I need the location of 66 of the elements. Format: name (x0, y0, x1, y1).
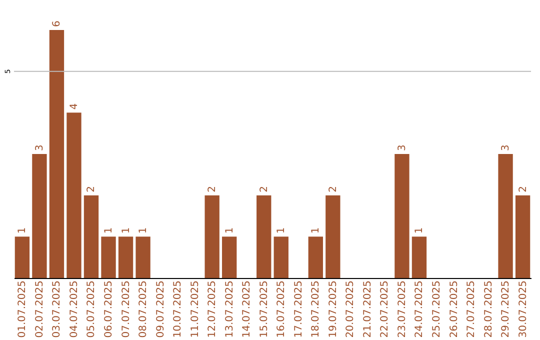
bar (256, 195, 272, 278)
x-tick-label: 25.07.2025 (431, 280, 442, 338)
data-label: 1 (17, 227, 28, 234)
x-tick-label: 08.07.2025 (138, 280, 150, 338)
x-tick-label: 17.07.2025 (293, 280, 304, 338)
data-label: 1 (104, 227, 115, 234)
data-label: 1 (414, 227, 426, 234)
data-label: 4 (68, 103, 80, 110)
bar (515, 195, 530, 278)
data-label: 1 (138, 227, 150, 234)
x-tick-label: 01.07.2025 (17, 280, 28, 338)
x-tick-label: 20.07.2025 (345, 280, 356, 338)
x-tick-label: 11.07.2025 (190, 280, 201, 338)
x-tick-label: 27.07.2025 (466, 280, 478, 338)
x-tick-label: 24.07.2025 (414, 280, 426, 338)
bar (222, 236, 237, 278)
x-tick-label: 07.07.2025 (120, 280, 132, 338)
bar (326, 195, 340, 278)
data-label: 3 (34, 144, 46, 151)
x-tick-label: 19.07.2025 (328, 280, 339, 338)
bar (498, 154, 513, 278)
x-tick-label: 04.07.2025 (68, 280, 80, 338)
x-tick-label: 13.07.2025 (224, 280, 236, 338)
data-label: 3 (396, 144, 408, 151)
bar (412, 236, 427, 278)
x-tick-label: 06.07.2025 (104, 280, 115, 338)
data-label: 2 (207, 186, 218, 192)
x-tick-label: 16.07.2025 (276, 280, 288, 338)
data-label: 3 (500, 144, 512, 151)
bar (101, 236, 116, 278)
bar (14, 236, 30, 278)
bar (308, 236, 323, 278)
x-tick-label: 26.07.2025 (448, 280, 460, 338)
x-tick-label: 14.07.2025 (242, 280, 253, 338)
x-tick-label: 02.07.2025 (34, 280, 46, 338)
x-tick-label: 03.07.2025 (52, 280, 63, 338)
data-label: 2 (86, 186, 98, 192)
x-tick-label: 18.07.2025 (310, 280, 322, 338)
x-tick-label: 22.07.2025 (380, 280, 391, 338)
bar (66, 112, 82, 278)
x-tick-label: 21.07.2025 (362, 280, 374, 338)
x-tick-label: 12.07.2025 (207, 280, 218, 338)
data-label: 1 (120, 227, 132, 234)
bar (204, 195, 220, 278)
x-tick-label: 05.07.2025 (86, 280, 98, 338)
bar (118, 236, 134, 278)
data-label: 1 (224, 227, 236, 234)
data-label: 1 (276, 227, 288, 234)
data-label: 6 (52, 20, 63, 27)
bar (274, 236, 288, 278)
bar (49, 30, 64, 278)
x-tick-label: 15.07.2025 (258, 280, 270, 338)
bar (32, 154, 47, 278)
bar (394, 154, 410, 278)
data-label: 1 (310, 227, 322, 234)
x-tick-label: 23.07.2025 (396, 280, 408, 338)
x-tick-label: 28.07.2025 (483, 280, 494, 338)
x-tick-label: 10.07.2025 (172, 280, 184, 338)
x-tick-label: 30.07.2025 (518, 280, 529, 338)
data-label: 2 (328, 186, 339, 192)
x-tick-label: 29.07.2025 (500, 280, 512, 338)
x-tick-label: 09.07.2025 (155, 280, 166, 338)
data-label: 2 (258, 186, 270, 192)
bar (136, 236, 150, 278)
bar (84, 195, 99, 278)
data-label: 2 (518, 186, 529, 192)
